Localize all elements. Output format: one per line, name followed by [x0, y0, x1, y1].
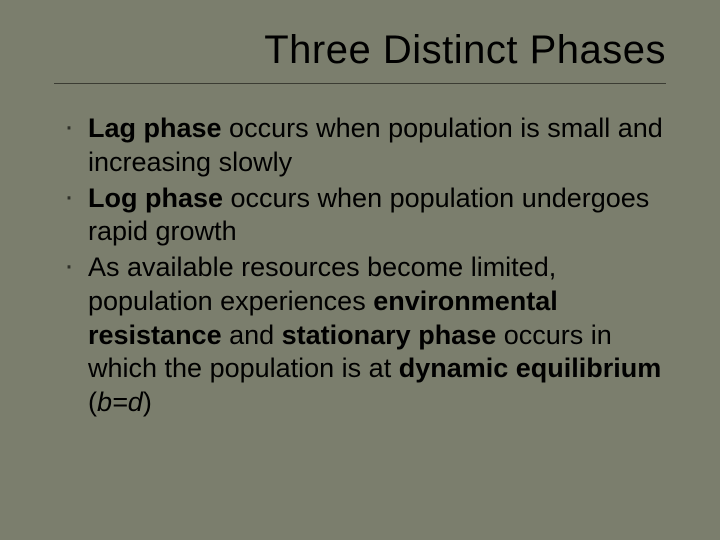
text-run: stationary phase	[282, 320, 497, 350]
text-run: (	[88, 387, 97, 417]
text-run: b=d	[97, 387, 143, 417]
text-run: and	[222, 320, 282, 350]
bullet-item: Lag phase occurs when population is smal…	[54, 112, 666, 180]
text-run: )	[143, 387, 152, 417]
bullet-item: As available resources become limited, p…	[54, 251, 666, 420]
bullet-list: Lag phase occurs when population is smal…	[54, 112, 666, 420]
slide-title: Three Distinct Phases	[54, 28, 666, 84]
text-run: Log phase	[88, 183, 223, 213]
text-run: dynamic equilibrium	[399, 353, 662, 383]
text-run: Lag phase	[88, 113, 222, 143]
slide: Three Distinct Phases Lag phase occurs w…	[0, 0, 720, 540]
bullet-item: Log phase occurs when population undergo…	[54, 182, 666, 250]
